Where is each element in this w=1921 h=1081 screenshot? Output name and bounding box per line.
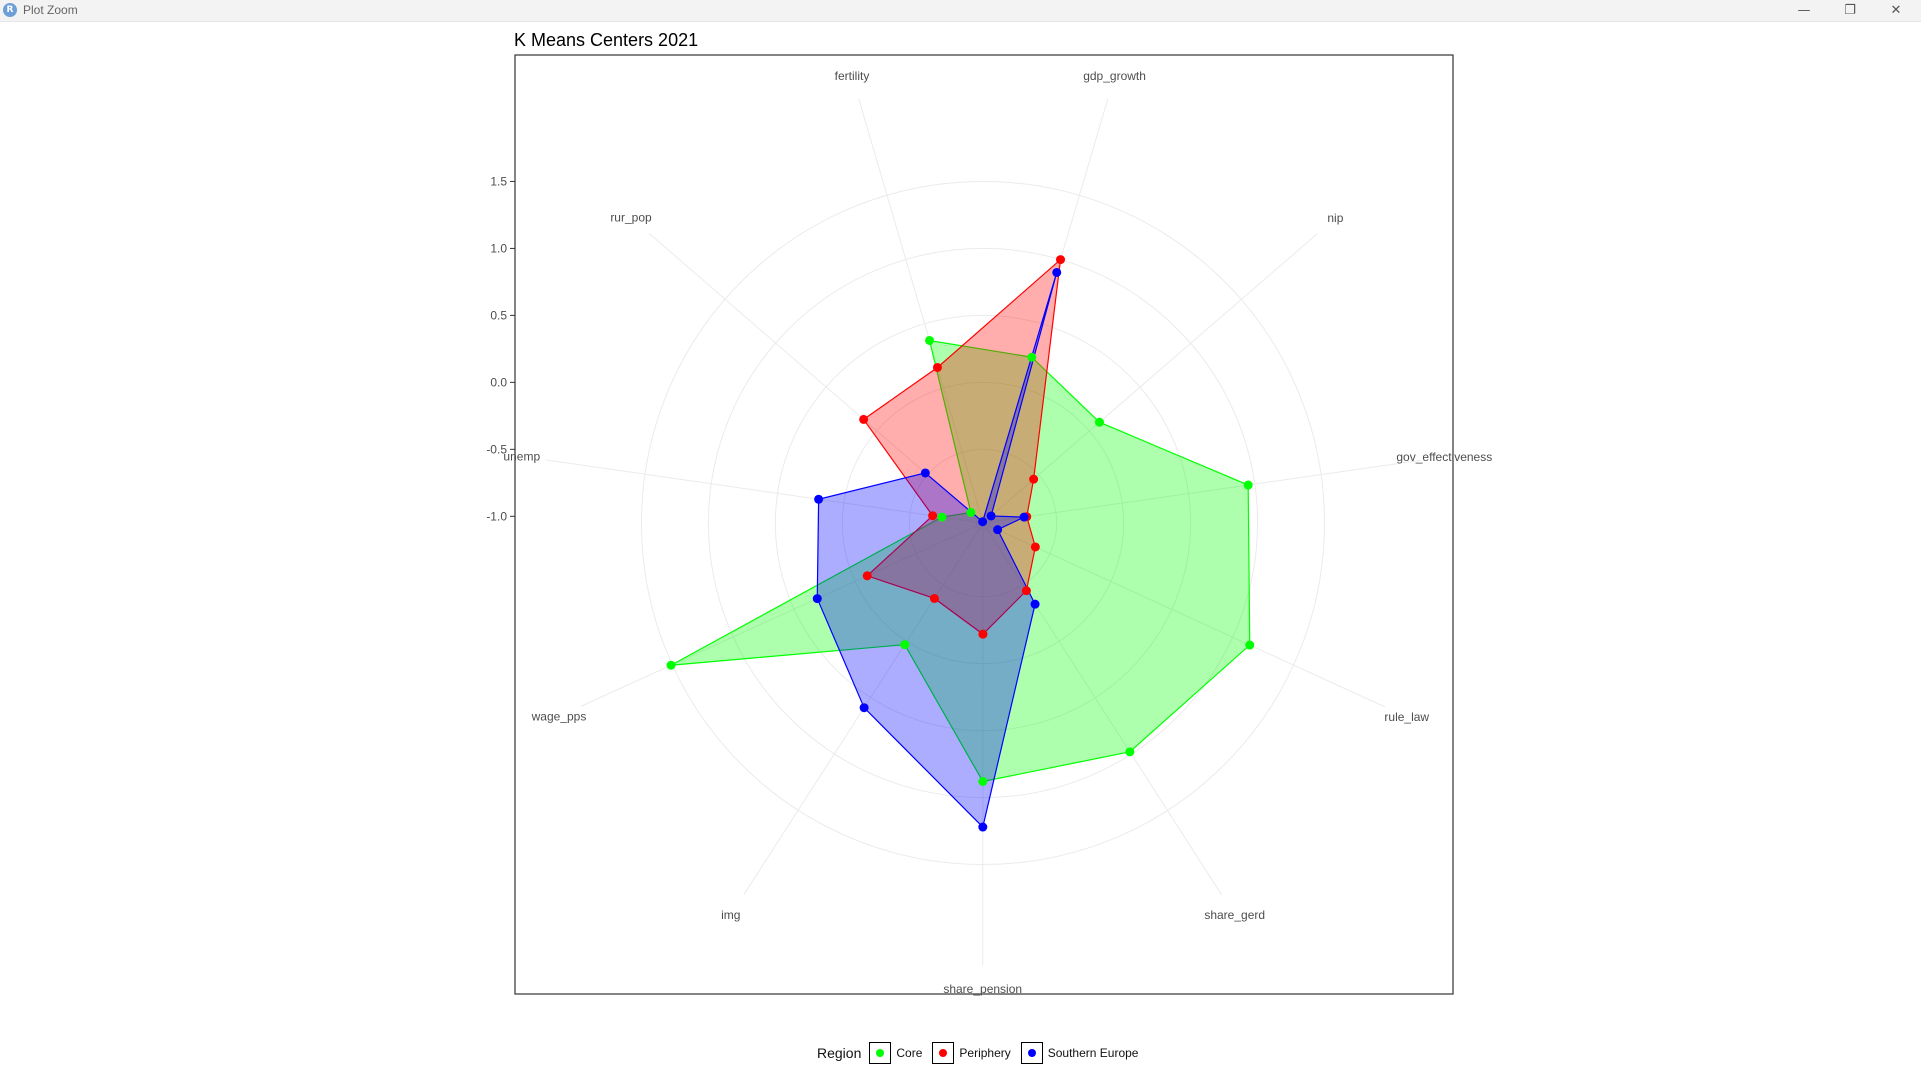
window-title: Plot Zoom <box>23 3 78 17</box>
maximize-button[interactable]: ❐ <box>1844 3 1856 18</box>
axis-label-nip: nip <box>1327 211 1343 225</box>
point-periphery-nip <box>1029 474 1039 484</box>
axis-label-rule_law: rule_law <box>1384 710 1429 724</box>
spoke-gov_effectiveness <box>982 459 1421 524</box>
spoke-share_gerd <box>982 522 1223 896</box>
point-periphery-share_pension <box>978 629 988 639</box>
point-core-gdp_growth <box>1027 352 1037 362</box>
series-area-periphery <box>862 258 1062 635</box>
point-southern-europe-rule_law <box>993 525 1003 535</box>
point-southern-europe-wage_pps <box>812 594 822 604</box>
point-core-fertility <box>925 335 935 345</box>
radial-axis: 1.5 1.0 0.5 0.0 -0.5 -1.0 <box>486 174 515 523</box>
series-area-southern-europe <box>816 272 1058 829</box>
point-southern-europe-share_pension <box>978 822 988 832</box>
spoke-fertility <box>858 98 984 524</box>
radial-tick-label: 1.5 <box>490 174 507 188</box>
point-periphery-wage_pps <box>862 571 872 581</box>
close-button[interactable]: ✕ <box>1890 3 1902 18</box>
point-periphery-fertility <box>932 362 942 372</box>
axis-label-wage_pps: wage_pps <box>531 709 587 723</box>
radial-tick-label: -0.5 <box>486 442 507 456</box>
point-periphery-rur_pop <box>859 414 869 424</box>
point-core-share_pension <box>978 777 988 787</box>
spoke-nip <box>982 233 1318 524</box>
point-core-share_gerd <box>1125 747 1135 757</box>
point-periphery-share_gerd <box>1021 586 1031 596</box>
point-southern-europe-rur_pop <box>920 468 930 478</box>
spoke-unemp <box>545 459 984 524</box>
legend-title: Region <box>817 1045 862 1061</box>
spoke-wage_pps <box>580 522 984 707</box>
radial-tick-label: 0.0 <box>490 375 507 389</box>
minimize-button[interactable]: — <box>1797 3 1811 18</box>
point-periphery-unemp <box>928 511 938 521</box>
axis-label-share_pension: share_pension <box>943 982 1022 996</box>
legend-dot-southern-europe <box>1027 1049 1036 1057</box>
legend: Region Core Periphery Southern Europe <box>817 1040 1148 1066</box>
spoke-rule_law <box>982 522 1386 708</box>
point-periphery-img <box>929 593 939 603</box>
axis-label-gov_effectiveness: gov_effectiveness <box>1396 450 1492 464</box>
legend-label-southern-europe: Southern Europe <box>1047 1046 1139 1060</box>
point-southern-europe-img <box>859 703 869 713</box>
legend-key-core <box>869 1042 892 1064</box>
radial-tick-label: 1.0 <box>490 241 507 255</box>
legend-label-core: Core <box>896 1046 923 1060</box>
axis-label-rur_pop: rur_pop <box>610 211 652 225</box>
point-core-gov_effectiveness <box>1243 480 1253 490</box>
point-core-img <box>900 640 910 650</box>
plot-panel-border <box>514 54 1454 995</box>
legend-key-periphery <box>932 1042 955 1064</box>
point-core-nip <box>1094 417 1104 427</box>
axis-label-unemp: unemp <box>503 449 540 463</box>
point-periphery-rule_law <box>1030 542 1040 552</box>
chart-title: K Means Centers 2021 <box>514 30 698 50</box>
legend-dot-core <box>876 1049 885 1057</box>
point-southern-europe-unemp <box>814 494 824 504</box>
legend-label-periphery: Periphery <box>959 1046 1011 1060</box>
point-core-wage_pps <box>666 660 676 670</box>
series-area-core <box>670 339 1251 783</box>
series-layer <box>666 255 1255 832</box>
point-southern-europe-fertility <box>978 517 988 527</box>
point-core-rur_pop <box>966 507 976 517</box>
axis-label-img: img <box>721 908 740 922</box>
axis-label-gdp_growth: gdp_growth <box>1083 69 1146 83</box>
legend-dot-periphery <box>939 1049 948 1057</box>
radial-tick-label: 0.5 <box>490 308 507 322</box>
r-app-icon: R <box>3 3 17 17</box>
point-southern-europe-share_gerd <box>1030 599 1040 609</box>
point-core-rule_law <box>1245 640 1255 650</box>
axis-label-share_gerd: share_gerd <box>1204 908 1265 922</box>
axis-label-fertility: fertility <box>835 69 870 83</box>
window-titlebar: R Plot Zoom — ❐ ✕ <box>0 0 1921 22</box>
radial-tick-label: -1.0 <box>486 509 507 523</box>
point-core-unemp <box>937 512 947 522</box>
point-periphery-gdp_growth <box>1056 255 1066 265</box>
point-southern-europe-gov_effectiveness <box>1019 512 1029 522</box>
legend-key-southern-europe <box>1020 1042 1043 1064</box>
point-southern-europe-gdp_growth <box>1052 267 1062 277</box>
point-southern-europe-nip <box>986 511 996 521</box>
